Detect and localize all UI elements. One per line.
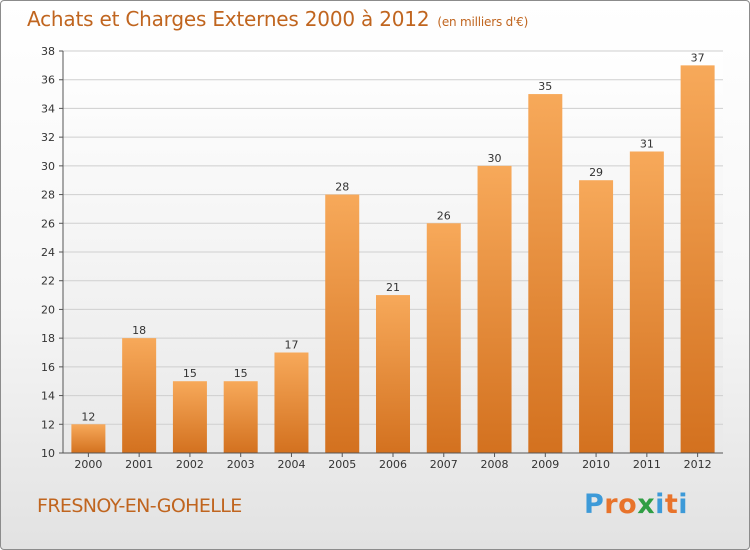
data-label: 15: [234, 367, 248, 380]
x-axis: 2000 2001 2002 2003 2004 2005 2006 2007 2008 2009…: [63, 452, 723, 471]
y-tick-label: 12: [41, 418, 55, 431]
x-tick-label: 2004: [277, 458, 305, 471]
bar: [172, 381, 207, 453]
x-tick-label: 2011: [633, 458, 661, 471]
bar: [426, 223, 461, 453]
data-label: 26: [437, 209, 451, 222]
y-tick-label: 10: [41, 447, 55, 460]
data-label: 35: [538, 80, 552, 93]
x-tick-label: 2006: [379, 458, 407, 471]
data-label: 12: [81, 410, 95, 423]
y-tick-label: 32: [41, 131, 55, 144]
brand-letter: P: [584, 489, 605, 520]
chart-title: Achats et Charges Externes 2000 à 2012 (e…: [27, 7, 528, 31]
commune-name: FRESNOY-EN-GOHELLE: [37, 495, 242, 517]
brand-letter: i: [678, 489, 689, 520]
y-tick-label: 18: [41, 332, 55, 345]
y-tick-label: 36: [41, 74, 55, 87]
brand-letter: t: [664, 489, 679, 520]
x-tick-label: 2005: [328, 458, 356, 471]
x-tick-label: 2003: [227, 458, 255, 471]
y-axis: 10 12 14 16 18 20 22 24 26 28 30 32 34 36 38: [41, 45, 64, 460]
x-tick-label: 2009: [531, 458, 559, 471]
data-label: 30: [488, 152, 502, 165]
y-tick-label: 30: [41, 160, 55, 173]
bar: [376, 295, 410, 453]
y-tick-label: 24: [41, 246, 55, 259]
data-label: 37: [691, 51, 705, 64]
bars: [71, 65, 715, 454]
data-labels: 12 18 15 15 17 28 21 26 30 35 29 31 37: [81, 51, 704, 423]
bar: [528, 94, 563, 454]
bar: [579, 180, 614, 453]
x-tick-label: 2001: [125, 458, 153, 471]
data-label: 29: [589, 166, 603, 179]
brand-letter: x: [637, 489, 656, 520]
bar: [223, 381, 258, 453]
bar: [274, 352, 309, 453]
data-label: 28: [335, 181, 349, 194]
data-label: 21: [386, 281, 400, 294]
y-tick-label: 20: [41, 303, 55, 316]
y-tick-label: 22: [41, 275, 55, 288]
y-tick-label: 38: [41, 45, 55, 58]
bar: [122, 338, 157, 453]
x-tick-label: 2002: [176, 458, 204, 471]
data-label: 18: [132, 324, 146, 337]
x-tick-label: 2008: [481, 458, 509, 471]
bar: [680, 65, 715, 453]
data-label: 15: [183, 367, 197, 380]
data-label: 31: [640, 138, 654, 151]
bar: [629, 151, 664, 453]
x-tick-label: 2007: [430, 458, 458, 471]
bar: [477, 165, 512, 453]
x-tick-label: 2012: [684, 458, 712, 471]
brand-letter: i: [655, 489, 665, 520]
x-tick-label: 2000: [74, 458, 102, 471]
proxiti-logo[interactable]: Proxiti: [584, 489, 688, 520]
title-text: Achats et Charges Externes 2000 à 2012: [27, 7, 430, 31]
brand-letter: r: [604, 489, 619, 520]
bar: [71, 424, 106, 453]
chart-subtitle: (en milliers d'€): [437, 15, 529, 29]
brand-letter: o: [618, 489, 638, 520]
y-tick-label: 28: [41, 189, 55, 202]
x-tick-label: 2010: [582, 458, 610, 471]
y-tick-label: 14: [41, 390, 55, 403]
y-tick-label: 34: [41, 102, 55, 115]
y-tick-label: 16: [41, 361, 55, 374]
data-label: 17: [284, 339, 298, 352]
y-tick-label: 26: [41, 217, 55, 230]
bar: [325, 194, 360, 454]
